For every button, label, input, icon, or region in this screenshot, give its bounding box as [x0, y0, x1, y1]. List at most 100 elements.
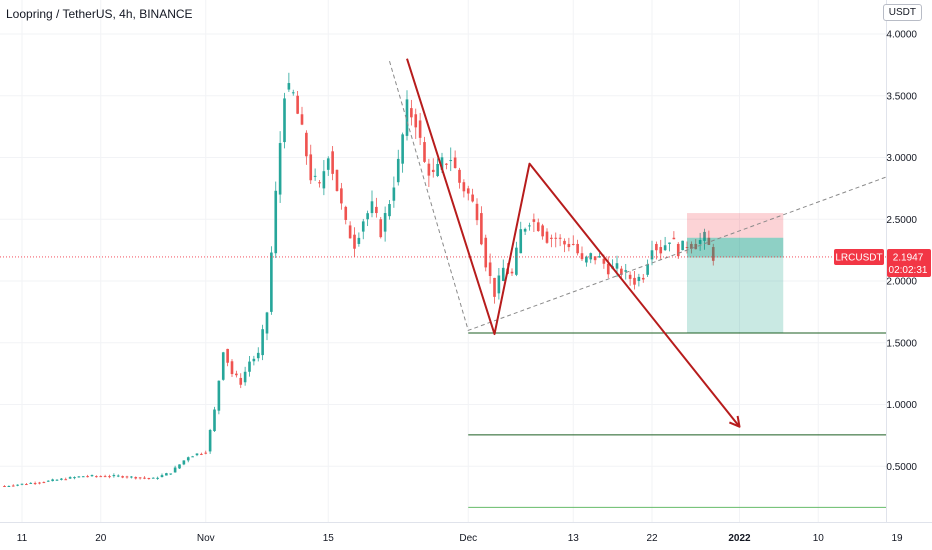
candle-body	[326, 158, 330, 170]
candle-body	[51, 479, 54, 482]
y-tick-label: 3.5000	[886, 91, 917, 102]
candle-body	[86, 476, 89, 478]
x-tick-label: 11	[17, 533, 28, 544]
candle-body	[383, 213, 387, 232]
candle-body	[226, 348, 229, 363]
candle-body	[340, 188, 343, 204]
abcd-pattern-line	[406, 58, 741, 428]
candle-body	[366, 213, 369, 220]
candle-body	[685, 247, 689, 249]
candle-body	[484, 237, 488, 268]
y-tick-label: 4.0000	[886, 30, 917, 41]
candle-body	[287, 83, 291, 90]
candle-body	[42, 482, 46, 484]
candle-body	[217, 380, 221, 411]
candle-body	[348, 225, 352, 239]
candle-body	[401, 134, 404, 164]
candle-body	[567, 243, 571, 248]
candle-body	[396, 158, 400, 183]
candle-body	[663, 245, 667, 251]
candle-body	[7, 486, 11, 488]
candle-body	[38, 482, 41, 484]
x-tick-label: Dec	[459, 533, 477, 544]
candle-body	[283, 98, 286, 143]
candle-body	[453, 157, 457, 169]
candle-body	[99, 476, 103, 478]
candle-body	[602, 258, 606, 264]
candle-body	[291, 92, 295, 94]
candle-body	[650, 250, 654, 260]
candle-body	[576, 243, 579, 254]
x-tick-label: Nov	[197, 533, 215, 544]
candle-body	[554, 237, 558, 239]
candle-body	[370, 201, 374, 214]
last-price-value: 2.1947	[893, 252, 924, 263]
candle-body	[676, 243, 680, 257]
candle-body	[261, 329, 264, 356]
time-axis: 1120Nov15Dec132220221019Feb	[0, 522, 932, 544]
candle-body	[182, 460, 186, 465]
candle-body	[143, 477, 146, 479]
candle-body	[357, 237, 361, 244]
arrow-head	[728, 415, 741, 428]
x-tick-label: 19	[891, 533, 903, 544]
candle-body	[423, 142, 426, 162]
candle-body	[475, 203, 479, 221]
x-tick-label: 20	[95, 533, 107, 544]
candle-body	[55, 479, 59, 481]
candle-body	[589, 253, 593, 260]
candle-body	[60, 478, 63, 480]
candle-body	[116, 475, 120, 477]
candle-body	[147, 477, 151, 479]
candle-body	[134, 477, 138, 479]
last-price-box	[887, 248, 931, 277]
candle-body	[593, 256, 597, 261]
candle-body	[191, 456, 194, 458]
candle-body	[414, 114, 418, 128]
candle-body	[331, 151, 334, 174]
candle-body	[156, 477, 159, 479]
candle-body	[571, 243, 575, 245]
candle-body	[646, 264, 649, 275]
candle-body	[690, 243, 693, 249]
fib-levels: 61.80%(1.5794)100.00%(0.7544)127.20%(0.1…	[468, 321, 932, 508]
candle-body	[160, 475, 164, 478]
candle-body	[108, 476, 111, 478]
candle-body	[29, 482, 33, 484]
position-reward-zone	[687, 237, 784, 333]
candle-body	[379, 219, 383, 238]
y-tick-label: 0.5000	[886, 462, 917, 473]
candle-body	[550, 237, 553, 239]
candle-body	[431, 169, 435, 173]
candle-body	[519, 229, 523, 254]
grid	[0, 0, 898, 522]
candle-body	[344, 206, 348, 220]
candle-body	[3, 486, 6, 488]
x-tick-label: 10	[813, 533, 825, 544]
candle-body	[580, 253, 584, 260]
candle-body	[637, 276, 641, 281]
x-tick-label: 15	[323, 533, 335, 544]
candle-body	[309, 154, 313, 181]
x-tick-label: 13	[568, 533, 580, 544]
position-open-pl	[687, 237, 784, 258]
candle-body	[694, 243, 698, 250]
candle-body	[77, 476, 81, 478]
candle-body	[392, 187, 396, 201]
candle-body	[624, 270, 628, 272]
position-risk-zone	[687, 213, 784, 238]
candle-body	[606, 263, 610, 275]
candle-body	[204, 452, 208, 454]
candle-body	[405, 99, 409, 136]
candle-body	[278, 143, 282, 195]
candle-body	[195, 453, 199, 456]
candle-body	[165, 473, 168, 476]
candle-body	[186, 457, 190, 461]
symbol-label-box	[834, 248, 884, 265]
unit-badge[interactable]: USDT	[882, 4, 922, 21]
candle-body	[672, 237, 676, 240]
y-tick-label: 2.0000	[886, 277, 917, 288]
candle-body	[668, 242, 671, 244]
chart-title: Loopring / TetherUS, 4h, BINANCE	[6, 7, 193, 21]
